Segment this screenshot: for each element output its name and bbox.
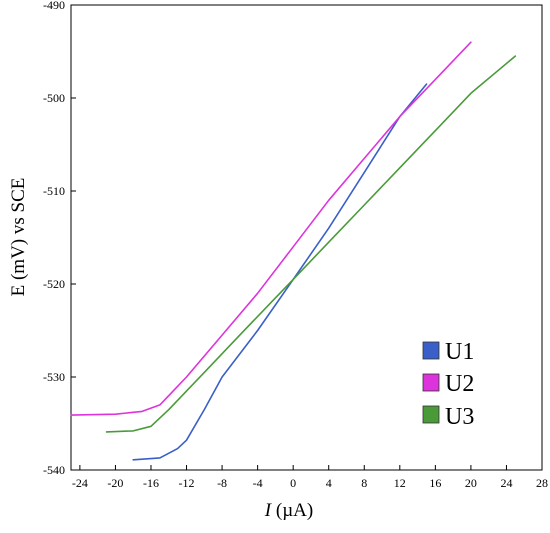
legend-label-u3: U3 (445, 404, 474, 430)
x-tick-label: 4 (326, 476, 332, 490)
x-axis-title-unit: (µA) (271, 500, 313, 521)
x-tick-label: 20 (465, 476, 477, 490)
x-axis-ticks: -24 -20 -16 -12 -8 -4 0 4 8 12 16 20 24 28 (72, 465, 548, 490)
y-tick-label: -540 (43, 463, 65, 477)
series-line-u3 (105, 55, 517, 433)
legend-label-u1: U1 (445, 339, 474, 365)
y-tick-label: -500 (43, 91, 65, 105)
series-line-u1 (132, 83, 428, 461)
x-tick-label: 12 (394, 476, 406, 490)
x-tick-label: -24 (72, 476, 88, 490)
y-tick-label: -520 (43, 277, 65, 291)
x-tick-label: -8 (217, 476, 227, 490)
x-tick-label: -4 (253, 476, 263, 490)
y-axis-ticks: -490 -500 -510 -520 -530 -540 (43, 0, 76, 477)
plot-frame (70, 4, 543, 471)
legend-swatch-u3 (422, 405, 440, 424)
series-line-u2 (70, 41, 472, 416)
legend-swatch-u1 (422, 341, 440, 360)
legend-label-u2: U2 (445, 371, 474, 397)
x-tick-label: 16 (429, 476, 441, 490)
x-tick-label: 28 (536, 476, 548, 490)
y-tick-label: -490 (43, 0, 65, 12)
x-axis-title-symbol: I (264, 500, 273, 521)
x-tick-label: 24 (500, 476, 512, 490)
legend: U1 U2 U3 (422, 339, 474, 430)
x-tick-label: -20 (107, 476, 123, 490)
x-tick-label: 0 (290, 476, 296, 490)
y-tick-label: -510 (43, 184, 65, 198)
legend-swatch-u2 (422, 373, 440, 392)
y-axis-title: E (mV) vs SCE (8, 178, 29, 297)
x-tick-label: -16 (143, 476, 159, 490)
x-tick-label: -12 (179, 476, 195, 490)
x-axis-title: I (µA) (264, 500, 313, 521)
series-layer (70, 41, 517, 461)
y-tick-label: -530 (43, 370, 65, 384)
x-tick-label: 8 (361, 476, 367, 490)
